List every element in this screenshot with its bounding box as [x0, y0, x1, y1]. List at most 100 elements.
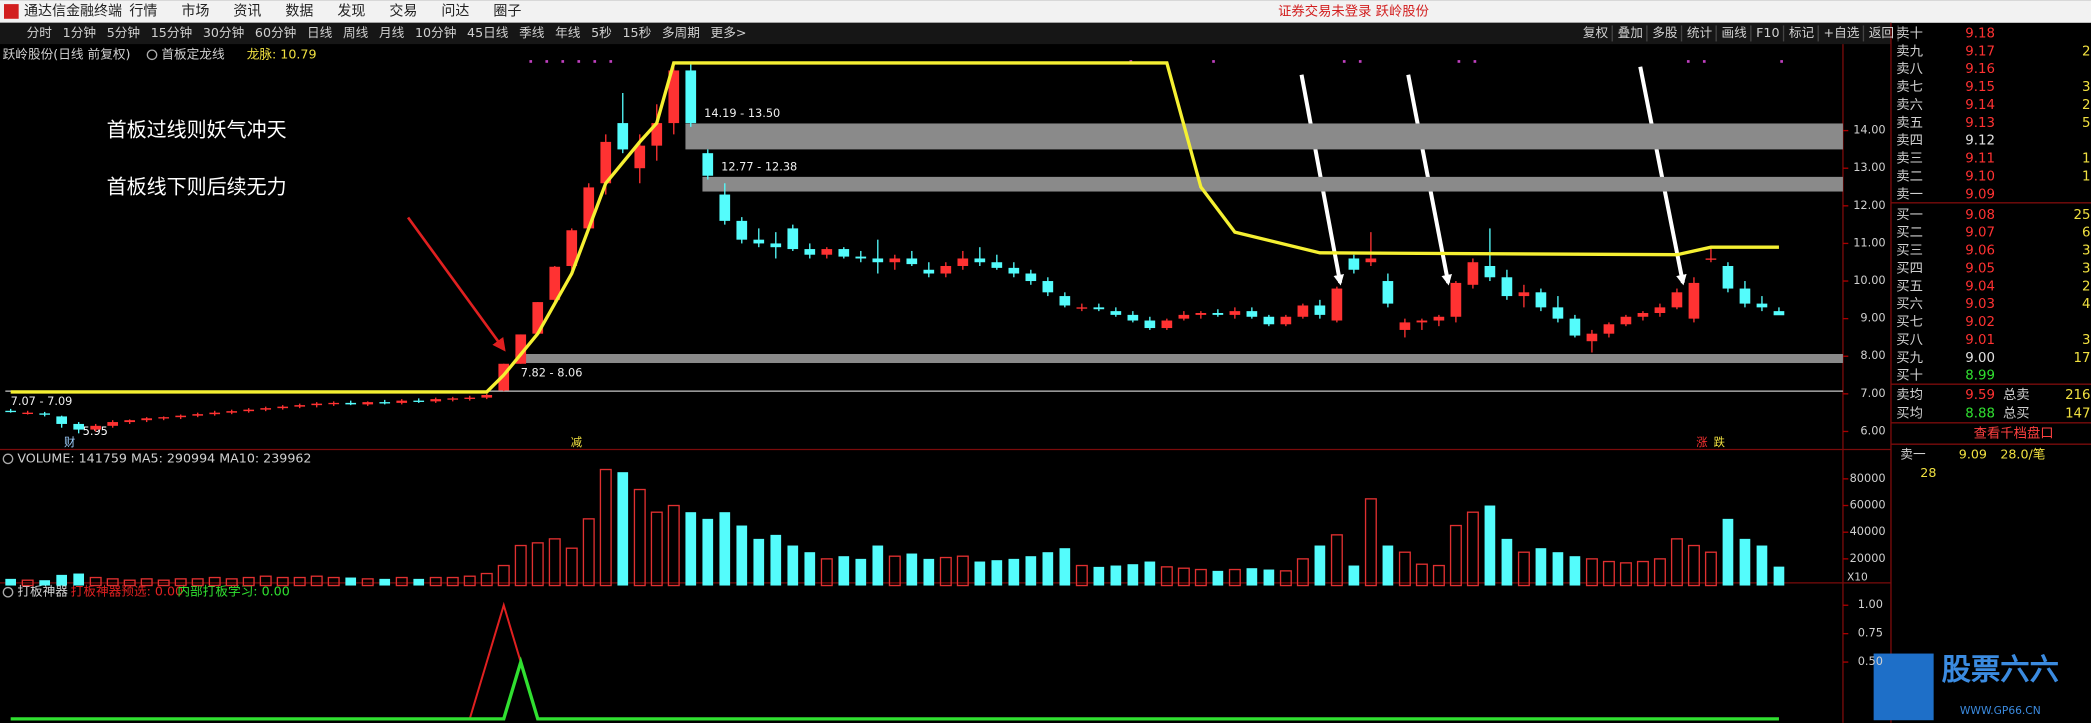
menu-item[interactable]: 发现 — [337, 3, 365, 19]
candle-body — [1756, 303, 1768, 308]
menu-item[interactable]: 交易 — [389, 2, 417, 19]
event-marker: 减 — [571, 435, 582, 449]
tool-button[interactable]: 画线 — [1722, 25, 1748, 40]
menu-item[interactable]: 资讯 — [233, 3, 261, 19]
y-tick-label: 9.00 — [1860, 311, 1885, 325]
last-per-trade: 28.0/笔 — [2000, 446, 2045, 461]
volume-bar — [1110, 565, 1122, 586]
candle-body — [1722, 265, 1734, 289]
volume-bar — [310, 575, 323, 587]
tool-button[interactable]: 叠加 — [1618, 25, 1643, 40]
book-price: 8.99 — [1965, 369, 1995, 384]
zone-label: 7.82 - 8.06 — [521, 366, 583, 380]
volume-bar — [1194, 568, 1207, 587]
tool-button[interactable]: 标记 — [1789, 25, 1815, 40]
tool-button[interactable]: 复权 — [1583, 25, 1609, 40]
y-tick-label: 80000 — [1850, 471, 1886, 485]
candle-body — [1127, 314, 1139, 321]
book-label: 买三 — [1896, 243, 1923, 259]
volume-bar — [1144, 561, 1156, 586]
volume-bar — [413, 578, 425, 586]
period-button[interactable]: 5秒 — [591, 25, 612, 40]
menu-item[interactable]: 圈子 — [493, 3, 521, 19]
volume-bar — [1466, 511, 1479, 587]
summary-total-label: 总买 — [2003, 406, 2030, 422]
volume-bar — [1535, 548, 1547, 586]
book-label: 买九 — [1896, 350, 1923, 366]
volume-bar — [617, 472, 629, 586]
period-button[interactable]: 周线 — [343, 25, 369, 40]
candle-body — [226, 411, 238, 413]
tool-button[interactable]: F10 — [1756, 25, 1779, 40]
toolbar — [0, 22, 1891, 45]
period-button[interactable]: 月线 — [379, 25, 405, 40]
y-tick-label: 20000 — [1850, 551, 1886, 565]
candle-body — [1110, 311, 1122, 315]
tool-button[interactable]: 多股 — [1652, 25, 1678, 40]
period-button[interactable]: 5分钟 — [107, 25, 140, 40]
candle-body — [872, 258, 884, 263]
tool-button[interactable]: +自选 — [1824, 25, 1860, 40]
period-button[interactable]: 多周期 — [662, 25, 700, 40]
book-volume: 34 — [2082, 261, 2091, 276]
period-button[interactable]: 60分钟 — [255, 25, 296, 40]
volume-bar — [923, 558, 935, 586]
menu-item[interactable]: 市场 — [181, 2, 209, 19]
period-button[interactable]: 45日线 — [467, 25, 509, 40]
candle-body — [991, 262, 1003, 268]
tool-button[interactable]: 统计 — [1687, 25, 1713, 40]
volume-bar — [974, 561, 986, 586]
candle-body — [532, 302, 544, 334]
book-price: 9.04 — [1965, 279, 1995, 294]
period-button[interactable]: 30分钟 — [203, 25, 244, 40]
book-volume: 13 — [2082, 152, 2091, 167]
candle-body — [889, 258, 901, 263]
depth-button[interactable]: 查看千档盘口 — [1974, 425, 2054, 442]
summary-label: 买均 — [1896, 406, 1923, 422]
menu-item[interactable]: 问达 — [441, 3, 469, 19]
volume-bar — [991, 560, 1003, 586]
book-label: 卖四 — [1896, 133, 1923, 149]
period-button[interactable]: 年线 — [555, 25, 581, 40]
period-button[interactable]: 10分钟 — [415, 25, 456, 40]
volume-bar — [1501, 538, 1513, 586]
volume-bar — [888, 555, 901, 587]
volume-bar — [1773, 566, 1785, 586]
volume-bar — [497, 564, 510, 587]
candle-body — [345, 402, 357, 405]
period-button[interactable]: 15秒 — [622, 25, 651, 40]
volume-bar — [1042, 552, 1054, 586]
period-button[interactable]: 1分钟 — [63, 25, 96, 40]
volume-bar — [1263, 569, 1275, 586]
tool-button[interactable]: 返回 — [1869, 25, 1894, 40]
y-tick-label: 7.00 — [1860, 386, 1885, 400]
app-logo — [4, 4, 19, 19]
event-marker: 涨 — [1696, 435, 1707, 449]
period-button[interactable]: 更多> — [711, 25, 747, 40]
candle-body — [1773, 311, 1785, 316]
candle-body — [1348, 258, 1360, 270]
volume-bar — [650, 511, 663, 587]
period-button[interactable]: 15分钟 — [151, 25, 192, 40]
menu-item[interactable]: 行情 — [129, 3, 157, 19]
menu-item[interactable]: 数据 — [285, 3, 313, 19]
candle-body — [1399, 322, 1411, 330]
candle-body — [549, 266, 561, 300]
book-label: 卖七 — [1896, 79, 1923, 95]
period-button[interactable]: 季线 — [519, 25, 545, 40]
volume-bar — [1602, 560, 1615, 587]
candle-body — [634, 145, 646, 169]
candle-body — [1620, 316, 1632, 325]
period-button[interactable]: 分时 — [27, 25, 53, 40]
y-tick-label: 0.50 — [1858, 654, 1883, 668]
book-volume: 29 — [2082, 98, 2091, 113]
volume-bar — [956, 555, 969, 587]
volume-bar — [276, 576, 289, 587]
volume-bar — [1008, 558, 1020, 586]
candle-body — [1637, 313, 1649, 317]
volume-bar — [939, 556, 952, 587]
period-button[interactable]: 日线 — [307, 25, 333, 40]
summary-price: 9.59 — [1965, 388, 1995, 403]
book-price: 9.08 — [1965, 208, 1995, 223]
watermark-logo — [1873, 653, 1934, 721]
